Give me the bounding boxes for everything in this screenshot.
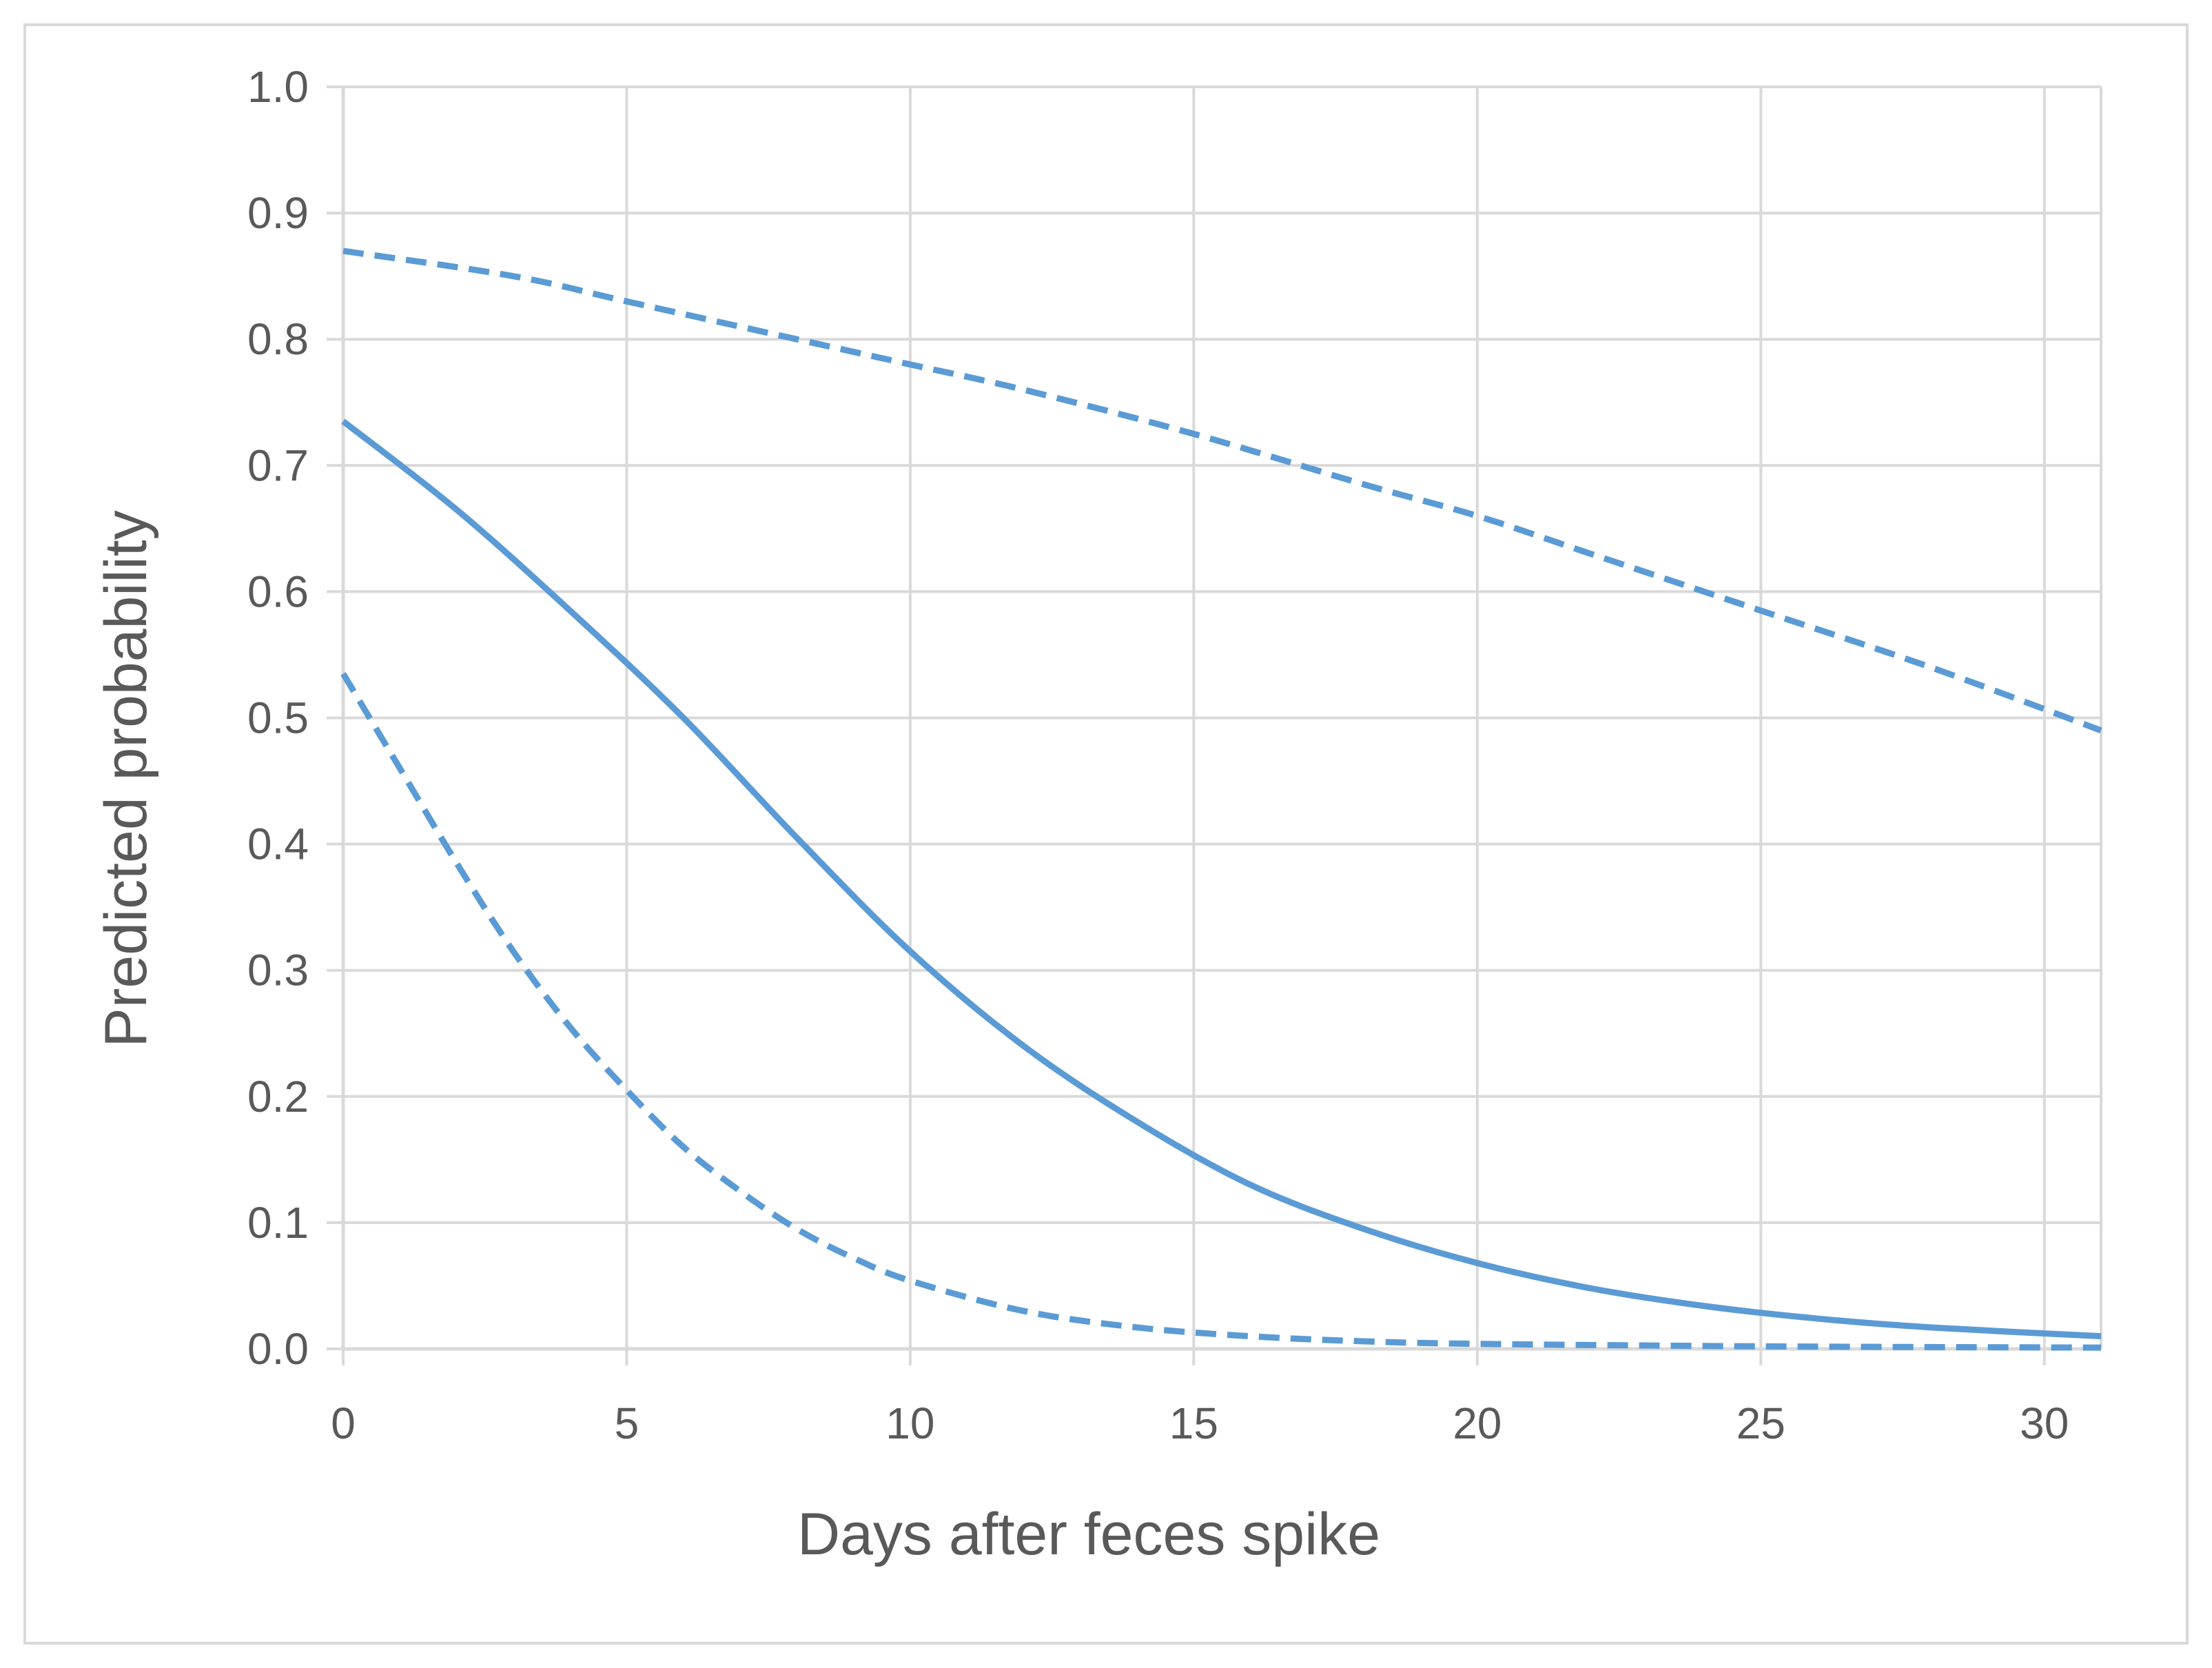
y-axis-title: Predicted probability <box>93 510 159 1047</box>
series-line-lower-95-ci <box>340 672 2102 1351</box>
y-axis-ticks: 0.0 0.1 0.2 0.3 0.4 0.5 0.6 0.7 0.8 0.9 1.0 <box>247 62 309 1374</box>
x-tick-label: 10 <box>885 1399 934 1448</box>
x-axis-title: Days after feces spike <box>797 1501 1380 1567</box>
y-tick-label: 0.8 <box>247 314 309 364</box>
x-tick-label: 30 <box>2020 1399 2069 1448</box>
y-tick-label: 0.4 <box>247 820 309 869</box>
y-tick-label: 0.6 <box>247 567 309 616</box>
series-line-upper-95-ci <box>342 247 2102 734</box>
series-line-predicted-probability <box>341 418 2102 1340</box>
x-tick-label: 0 <box>331 1399 356 1448</box>
y-tick-label: 0.0 <box>247 1324 309 1374</box>
y-tick-label: 0.5 <box>247 693 309 743</box>
y-tick-label: 0.3 <box>247 946 309 995</box>
y-tick-label: 1.0 <box>247 62 309 112</box>
x-tick-label: 25 <box>1737 1399 1785 1448</box>
chart-border <box>23 23 2189 1645</box>
x-tick-label: 5 <box>615 1399 639 1448</box>
x-tick-label: 15 <box>1169 1399 1218 1448</box>
y-tick-label: 0.2 <box>247 1072 309 1121</box>
data-series <box>340 247 2102 1351</box>
y-tick-label: 0.1 <box>247 1198 309 1248</box>
y-tick-label: 0.9 <box>247 188 309 238</box>
y-tick-label: 0.7 <box>247 440 309 490</box>
x-tick-label: 20 <box>1453 1399 1502 1448</box>
x-axis-ticks: 0 5 10 15 20 25 30 <box>331 1399 2069 1448</box>
